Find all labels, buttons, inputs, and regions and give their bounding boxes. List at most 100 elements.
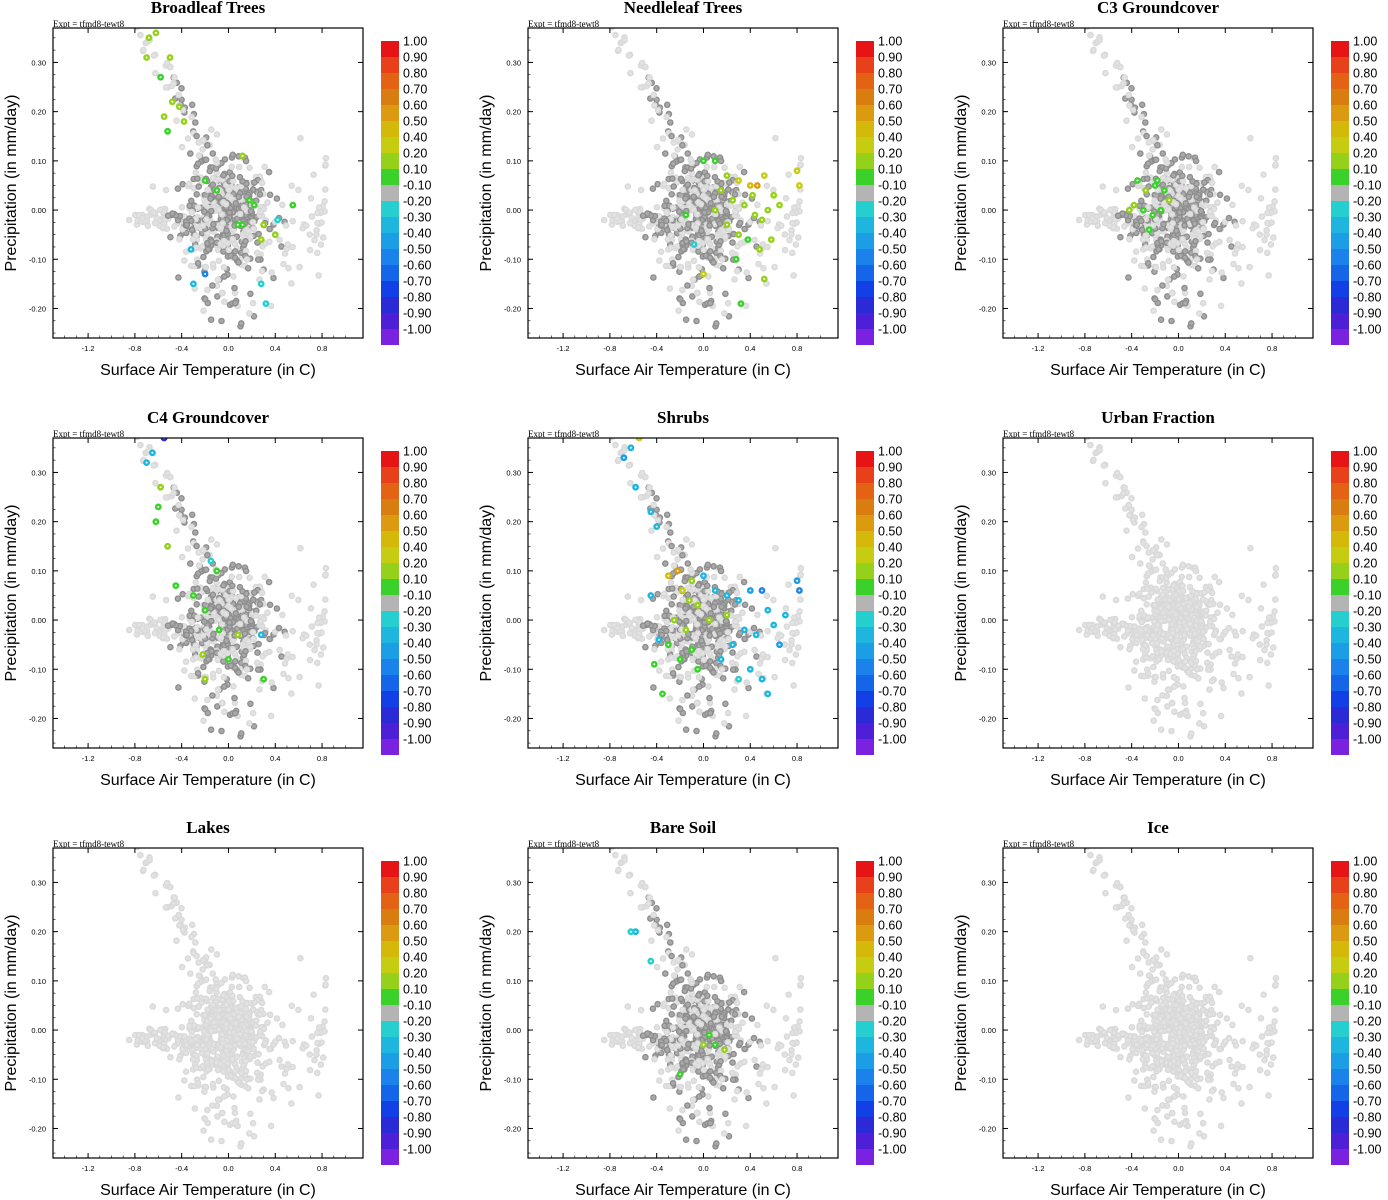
background-point: [278, 243, 285, 250]
colorbar-label: -0.10: [878, 589, 907, 603]
background-point: [687, 156, 695, 163]
x-tick-label: -1.2: [82, 754, 95, 763]
background-point: [777, 632, 785, 640]
background-point: [209, 591, 217, 599]
colorbar-segment: [381, 217, 399, 233]
background-point: [625, 52, 633, 59]
background-point: [302, 222, 310, 229]
background-point: [256, 686, 263, 693]
colorbar-label: -1.00: [403, 323, 432, 337]
colorbar-label: 0.20: [403, 147, 427, 161]
background-point: [653, 506, 660, 514]
colorbar-segment: [856, 153, 874, 169]
colorbar-segment: [381, 707, 399, 723]
colored-point-center: [215, 189, 218, 192]
background-point: [1216, 225, 1223, 233]
colorbar-label: -0.90: [403, 307, 432, 321]
background-point: [229, 645, 236, 653]
background-point: [173, 117, 180, 124]
background-point: [1121, 74, 1128, 81]
background-point: [675, 253, 682, 261]
background-point: [1143, 132, 1150, 140]
background-point: [231, 299, 239, 307]
background-point: [656, 667, 663, 674]
background-point: [763, 182, 771, 190]
background-point: [1168, 211, 1176, 218]
background-point: [1158, 126, 1165, 133]
background-point: [1137, 150, 1144, 157]
background-point: [669, 160, 677, 167]
background-point: [315, 272, 322, 279]
background-point: [229, 561, 237, 569]
background-point: [285, 264, 292, 272]
background-point: [1181, 222, 1188, 229]
x-tick-label: -0.8: [603, 344, 616, 353]
background-point: [235, 669, 242, 676]
x-tick-label: -0.4: [1125, 344, 1138, 353]
background-point: [1257, 194, 1265, 202]
background-point: [1179, 177, 1187, 185]
background-point: [645, 80, 652, 87]
background-point: [661, 590, 668, 598]
colorbar-segment: [856, 691, 874, 707]
colorbar-segment: [381, 675, 399, 691]
background-point: [1220, 274, 1227, 282]
background-point: [797, 161, 804, 168]
background-point: [722, 207, 730, 215]
background-point: [1215, 168, 1223, 176]
background-point: [231, 284, 238, 292]
colorbar-label: 0.80: [878, 477, 902, 491]
background-point: [679, 141, 686, 149]
background-point: [195, 593, 202, 600]
background-point: [785, 581, 792, 589]
background-point: [704, 235, 712, 243]
background-point: [693, 317, 700, 325]
colorbar-segment: [856, 579, 874, 595]
background-point: [796, 198, 803, 205]
background-point: [1205, 230, 1212, 238]
y-axis-label: Precipitation (in mm/day): [953, 95, 970, 272]
background-point: [215, 603, 222, 611]
background-point: [725, 312, 733, 320]
background-point: [751, 236, 758, 244]
colorbar-segment: [381, 105, 399, 121]
background-point: [214, 686, 222, 694]
background-point: [192, 169, 200, 176]
y-tick-label: 0.10: [506, 567, 521, 576]
background-point: [792, 241, 800, 248]
background-point: [731, 601, 739, 608]
background-point: [261, 163, 269, 171]
background-point: [736, 163, 744, 171]
background-point: [1192, 237, 1199, 245]
background-point: [307, 194, 315, 202]
x-tick-label: 0.0: [223, 344, 233, 353]
background-point: [683, 237, 690, 245]
background-point: [235, 163, 243, 171]
background-point: [1114, 212, 1122, 219]
background-point: [225, 186, 232, 193]
colorbar-segment: [1331, 281, 1349, 297]
colorbar-segment: [856, 547, 874, 563]
colorbar-label: -0.10: [403, 179, 432, 193]
background-point: [683, 617, 690, 625]
background-point: [759, 651, 767, 658]
colored-point-center: [772, 194, 775, 197]
background-point: [745, 274, 752, 282]
background-point: [1142, 119, 1149, 126]
colored-point-center: [714, 589, 717, 592]
background-point: [1234, 241, 1242, 248]
background-point: [1149, 146, 1156, 153]
background-point: [213, 131, 221, 138]
background-point: [255, 640, 262, 648]
background-point: [627, 479, 634, 487]
y-tick-label: -0.20: [979, 304, 996, 313]
background-point: [247, 617, 255, 625]
background-point: [720, 227, 727, 235]
background-point: [696, 683, 703, 690]
colored-point-center: [661, 692, 664, 695]
colorbar-segment: [381, 643, 399, 659]
background-point: [684, 282, 691, 289]
background-point: [306, 656, 314, 664]
background-point: [178, 506, 185, 514]
colored-point-center: [708, 619, 711, 622]
